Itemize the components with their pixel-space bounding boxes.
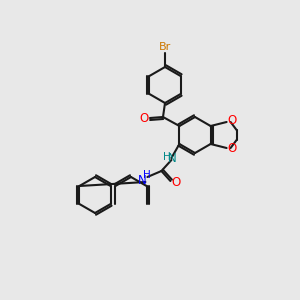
Text: O: O <box>140 112 148 124</box>
Text: H: H <box>163 152 170 162</box>
Text: O: O <box>227 115 236 128</box>
Text: N: N <box>138 175 147 188</box>
Text: O: O <box>172 176 181 188</box>
Text: Br: Br <box>159 42 171 52</box>
Text: N: N <box>168 152 177 166</box>
Text: H: H <box>142 170 150 180</box>
Text: O: O <box>227 142 236 155</box>
